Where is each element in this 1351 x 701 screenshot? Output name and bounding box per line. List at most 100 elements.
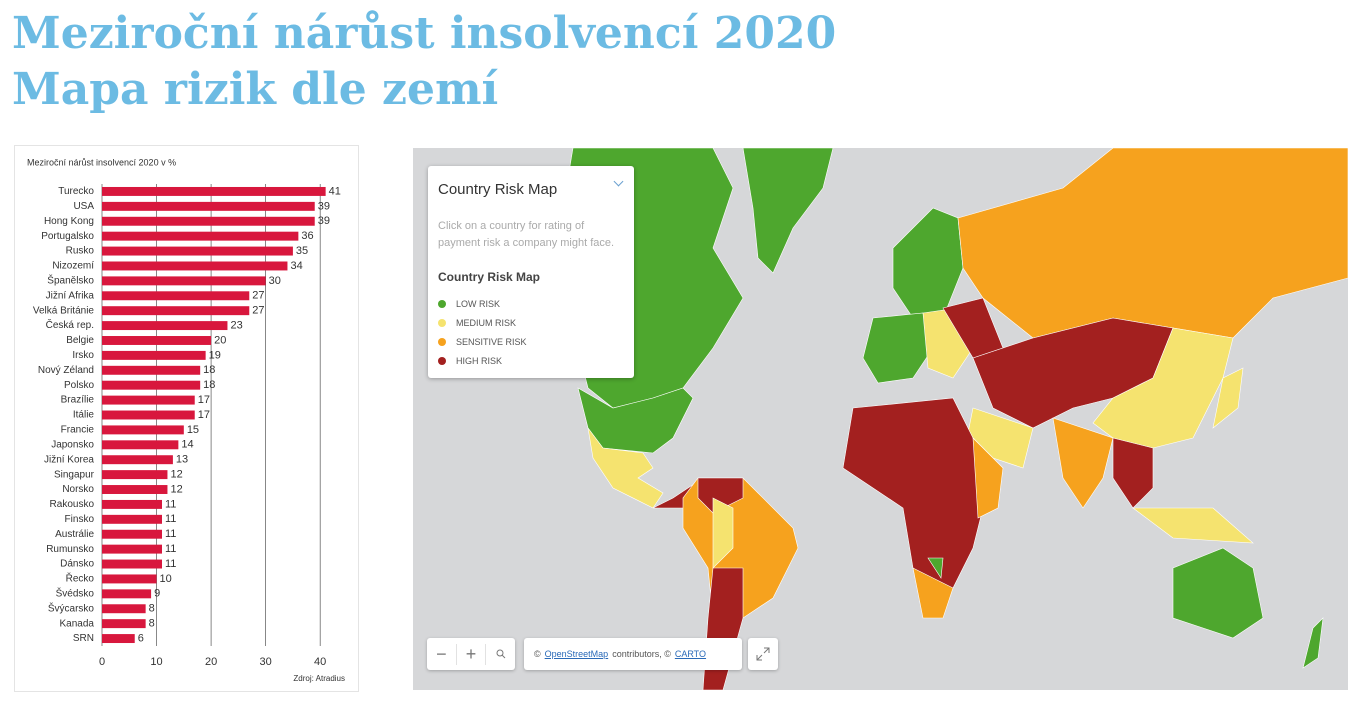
osm-link[interactable]: OpenStreetMap — [544, 649, 609, 659]
bar — [102, 544, 162, 554]
value-label: 27 — [252, 290, 264, 302]
y-tick-label: Austrálie — [55, 529, 94, 540]
value-label: 30 — [269, 275, 281, 287]
y-tick-label: Irsko — [72, 350, 94, 361]
value-label: 15 — [187, 424, 199, 436]
bar — [102, 589, 152, 599]
value-label: 41 — [329, 185, 341, 197]
map[interactable]: Country Risk Map Click on a country for … — [413, 148, 1348, 690]
y-tick-label: Kanada — [60, 618, 95, 629]
value-label: 19 — [209, 349, 221, 361]
bar — [102, 395, 195, 405]
y-tick-label: Portugalsko — [41, 231, 94, 242]
y-tick-label: Belgie — [66, 335, 94, 346]
value-label: 39 — [318, 215, 330, 227]
bar — [102, 336, 212, 345]
value-label: 11 — [165, 498, 176, 510]
bar — [102, 306, 250, 316]
value-label: 12 — [170, 483, 182, 495]
y-tick-label: Finsko — [65, 514, 95, 525]
bar — [102, 291, 250, 301]
bar — [102, 261, 288, 271]
legend-label: LOW RISK — [456, 298, 501, 309]
bar — [102, 380, 201, 390]
x-tick-label: 40 — [314, 656, 326, 668]
value-label: 34 — [290, 260, 302, 272]
attribution-middle: contributors, © — [612, 649, 671, 659]
bar — [102, 246, 293, 256]
zoom-in-button[interactable]: + — [457, 643, 487, 665]
value-label: 27 — [252, 305, 264, 317]
bar — [102, 574, 157, 584]
y-tick-label: Jižní Afrika — [46, 290, 95, 301]
carto-link[interactable]: CARTO — [674, 649, 707, 659]
value-label: 14 — [181, 439, 193, 451]
map-shapes — [562, 148, 1348, 690]
page-title: Meziroční nárůst insolvencí 2020 — [12, 8, 837, 59]
bar — [102, 634, 135, 644]
y-tick-label: Turecko — [58, 186, 94, 197]
y-tick-label: USA — [73, 201, 94, 212]
value-label: 13 — [176, 454, 188, 466]
attribution: © OpenStreetMap contributors, © CARTO — [524, 638, 742, 670]
value-label: 11 — [165, 543, 176, 555]
bar — [102, 470, 168, 480]
y-tick-label: Norsko — [62, 484, 94, 495]
bar — [102, 216, 315, 226]
zoom-out-button[interactable]: − — [427, 643, 457, 665]
x-tick-label: 20 — [205, 656, 217, 668]
value-label: 9 — [154, 588, 160, 600]
x-tick-label: 0 — [99, 656, 105, 668]
legend-item: HIGH RISK — [438, 351, 527, 370]
collapse-button[interactable] — [613, 176, 624, 187]
y-tick-label: Polsko — [64, 380, 94, 391]
legend-item: SENSITIVE RISK — [438, 332, 527, 351]
zoom-controls: − + — [427, 638, 515, 670]
bar — [102, 529, 162, 539]
bar — [102, 485, 168, 494]
bar — [102, 350, 206, 360]
y-tick-label: Rumunsko — [46, 544, 94, 555]
value-label: 20 — [214, 334, 226, 346]
x-tick-label: 10 — [150, 656, 162, 668]
chart-title: Meziroční nárůst insolvencí 2020 v % — [27, 157, 176, 167]
legend-swatch — [438, 299, 446, 308]
legend-item: MEDIUM RISK — [438, 313, 527, 332]
value-label: 6 — [138, 632, 144, 644]
y-tick-label: Itálie — [73, 410, 95, 421]
bar — [102, 410, 195, 420]
legend-title: Country Risk Map — [438, 270, 541, 284]
y-tick-label: Rusko — [66, 246, 95, 257]
chart-panel: Meziroční nárůst insolvencí 2020 v % Zdr… — [14, 145, 359, 692]
legend-label: HIGH RISK — [456, 355, 503, 366]
chart: Meziroční nárůst insolvencí 2020 v % Zdr… — [27, 157, 345, 683]
legend-swatch — [438, 337, 446, 346]
search-button[interactable] — [486, 647, 515, 661]
value-label: 17 — [198, 409, 210, 421]
legend-label: SENSITIVE RISK — [456, 336, 527, 347]
value-label: 17 — [198, 394, 210, 406]
bar — [102, 365, 201, 375]
y-tick-label: Švýcarsko — [48, 601, 95, 614]
bar — [102, 231, 299, 241]
y-tick-label: Japonsko — [51, 439, 94, 450]
legend-swatch — [438, 356, 446, 365]
bar — [102, 455, 173, 465]
y-tick-label: Singapur — [54, 469, 95, 480]
bar — [102, 499, 162, 509]
attribution-prefix: © — [534, 649, 541, 659]
y-tick-label: Česká rep. — [46, 318, 94, 331]
y-tick-label: Dánsko — [60, 559, 94, 570]
bar — [102, 440, 179, 450]
legend-label: MEDIUM RISK — [456, 317, 517, 328]
y-tick-label: Brazílie — [61, 395, 95, 406]
bar — [102, 321, 228, 331]
value-label: 12 — [170, 469, 182, 481]
page-subtitle: Mapa rizik dle zemí — [12, 64, 499, 115]
map-info-panel: Country Risk Map Click on a country for … — [428, 166, 634, 378]
fullscreen-button[interactable] — [748, 638, 778, 670]
bar — [102, 425, 184, 435]
value-label: 35 — [296, 245, 308, 257]
legend: LOW RISK MEDIUM RISK SENSITIVE RISK HIGH RI… — [438, 294, 527, 370]
